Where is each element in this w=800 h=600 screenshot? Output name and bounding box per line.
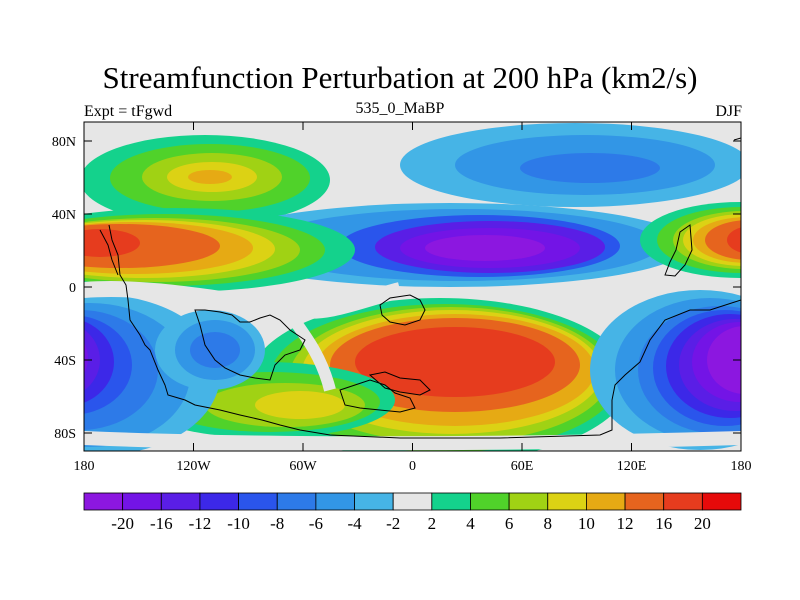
colorbar-label: 8 bbox=[544, 514, 553, 533]
plot-title: Streamfunction Perturbation at 200 hPa (… bbox=[102, 60, 698, 95]
contour-fill bbox=[707, 326, 741, 394]
contour-fill bbox=[190, 332, 240, 368]
x-tick-label: 120W bbox=[176, 459, 211, 474]
colorbar-label: 2 bbox=[428, 514, 437, 533]
colorbar-label: -6 bbox=[309, 514, 323, 533]
y-tick-label: 80N bbox=[52, 135, 76, 150]
colorbar-label: 12 bbox=[617, 514, 634, 533]
experiment-label: Expt = tFgwd bbox=[84, 103, 173, 120]
x-tick-label: 180 bbox=[731, 459, 752, 474]
coastline-path bbox=[733, 137, 741, 141]
coastline-path bbox=[339, 379, 416, 413]
colorbar-box bbox=[663, 492, 703, 511]
colorbar-label: 20 bbox=[694, 514, 711, 533]
coastline-path bbox=[368, 371, 431, 396]
colorbar bbox=[83, 492, 742, 511]
colorbar-box bbox=[238, 492, 278, 511]
season-label: DJF bbox=[715, 103, 742, 120]
colorbar-box bbox=[276, 492, 317, 511]
contour-fill bbox=[705, 220, 741, 260]
colorbar-box bbox=[431, 492, 471, 511]
colorbar-box bbox=[624, 492, 665, 511]
x-tick-label: 0 bbox=[409, 459, 416, 474]
contour-fill bbox=[727, 227, 741, 253]
colorbar-box bbox=[354, 492, 394, 511]
contour-fill bbox=[84, 310, 158, 430]
colorbar-box bbox=[470, 492, 510, 511]
colorbar-box bbox=[508, 492, 549, 511]
coastlines bbox=[99, 137, 741, 439]
case-label: 535_0_MaBP bbox=[355, 100, 445, 117]
coastline-path bbox=[108, 224, 741, 439]
contour-fill bbox=[255, 391, 345, 419]
colorbar-label: -10 bbox=[227, 514, 250, 533]
colorbar-box bbox=[315, 492, 355, 511]
x-tick-label: 120E bbox=[617, 459, 647, 474]
contour-fill bbox=[84, 229, 140, 257]
y-tick-label: 40S bbox=[54, 354, 76, 369]
y-tick-label: 0 bbox=[69, 281, 76, 296]
x-axis-ticks bbox=[83, 122, 742, 451]
x-tick-label: 60W bbox=[289, 459, 317, 474]
colorbar-label: -2 bbox=[386, 514, 400, 533]
colorbar-box bbox=[160, 492, 201, 511]
colorbar-box bbox=[199, 492, 239, 511]
colorbar-label: -12 bbox=[189, 514, 212, 533]
contour-fill bbox=[425, 235, 545, 261]
zero-contour-band bbox=[84, 431, 741, 451]
colorbar-box bbox=[83, 492, 124, 511]
contour-fill bbox=[84, 342, 88, 374]
coastline-path bbox=[379, 294, 426, 326]
colorbar-box bbox=[547, 492, 587, 511]
colorbar-box bbox=[122, 492, 162, 511]
x-tick-label: 180 bbox=[74, 459, 95, 474]
streamfunction-contours bbox=[84, 123, 741, 451]
colorbar-label: -8 bbox=[270, 514, 284, 533]
colorbar-box bbox=[392, 492, 433, 511]
coastline-path bbox=[664, 224, 693, 277]
colorbar-labels: -20 -16 -12 -10 -8 -6 -4 -2 2 4 6 8 10 12 16 20 bbox=[111, 514, 711, 533]
colorbar-label: -16 bbox=[150, 514, 173, 533]
contour-fill bbox=[188, 170, 232, 184]
x-tick-label: 60E bbox=[511, 459, 534, 474]
colorbar-label: 4 bbox=[466, 514, 475, 533]
contour-fill bbox=[355, 327, 555, 397]
colorbar-label: -20 bbox=[111, 514, 134, 533]
y-tick-label: 80S bbox=[54, 427, 76, 442]
colorbar-label: 6 bbox=[505, 514, 514, 533]
y-axis-ticks bbox=[84, 140, 741, 434]
coastline-path bbox=[99, 229, 119, 276]
colorbar-box bbox=[586, 492, 626, 511]
colorbar-label: 10 bbox=[578, 514, 595, 533]
contour-fill bbox=[520, 153, 660, 183]
coastline-path bbox=[194, 309, 306, 381]
y-tick-label: 40N bbox=[52, 208, 76, 223]
colorbar-label: -4 bbox=[347, 514, 362, 533]
colorbar-box bbox=[701, 492, 742, 511]
zero-contour-band bbox=[275, 296, 336, 392]
colorbar-label: 16 bbox=[655, 514, 672, 533]
